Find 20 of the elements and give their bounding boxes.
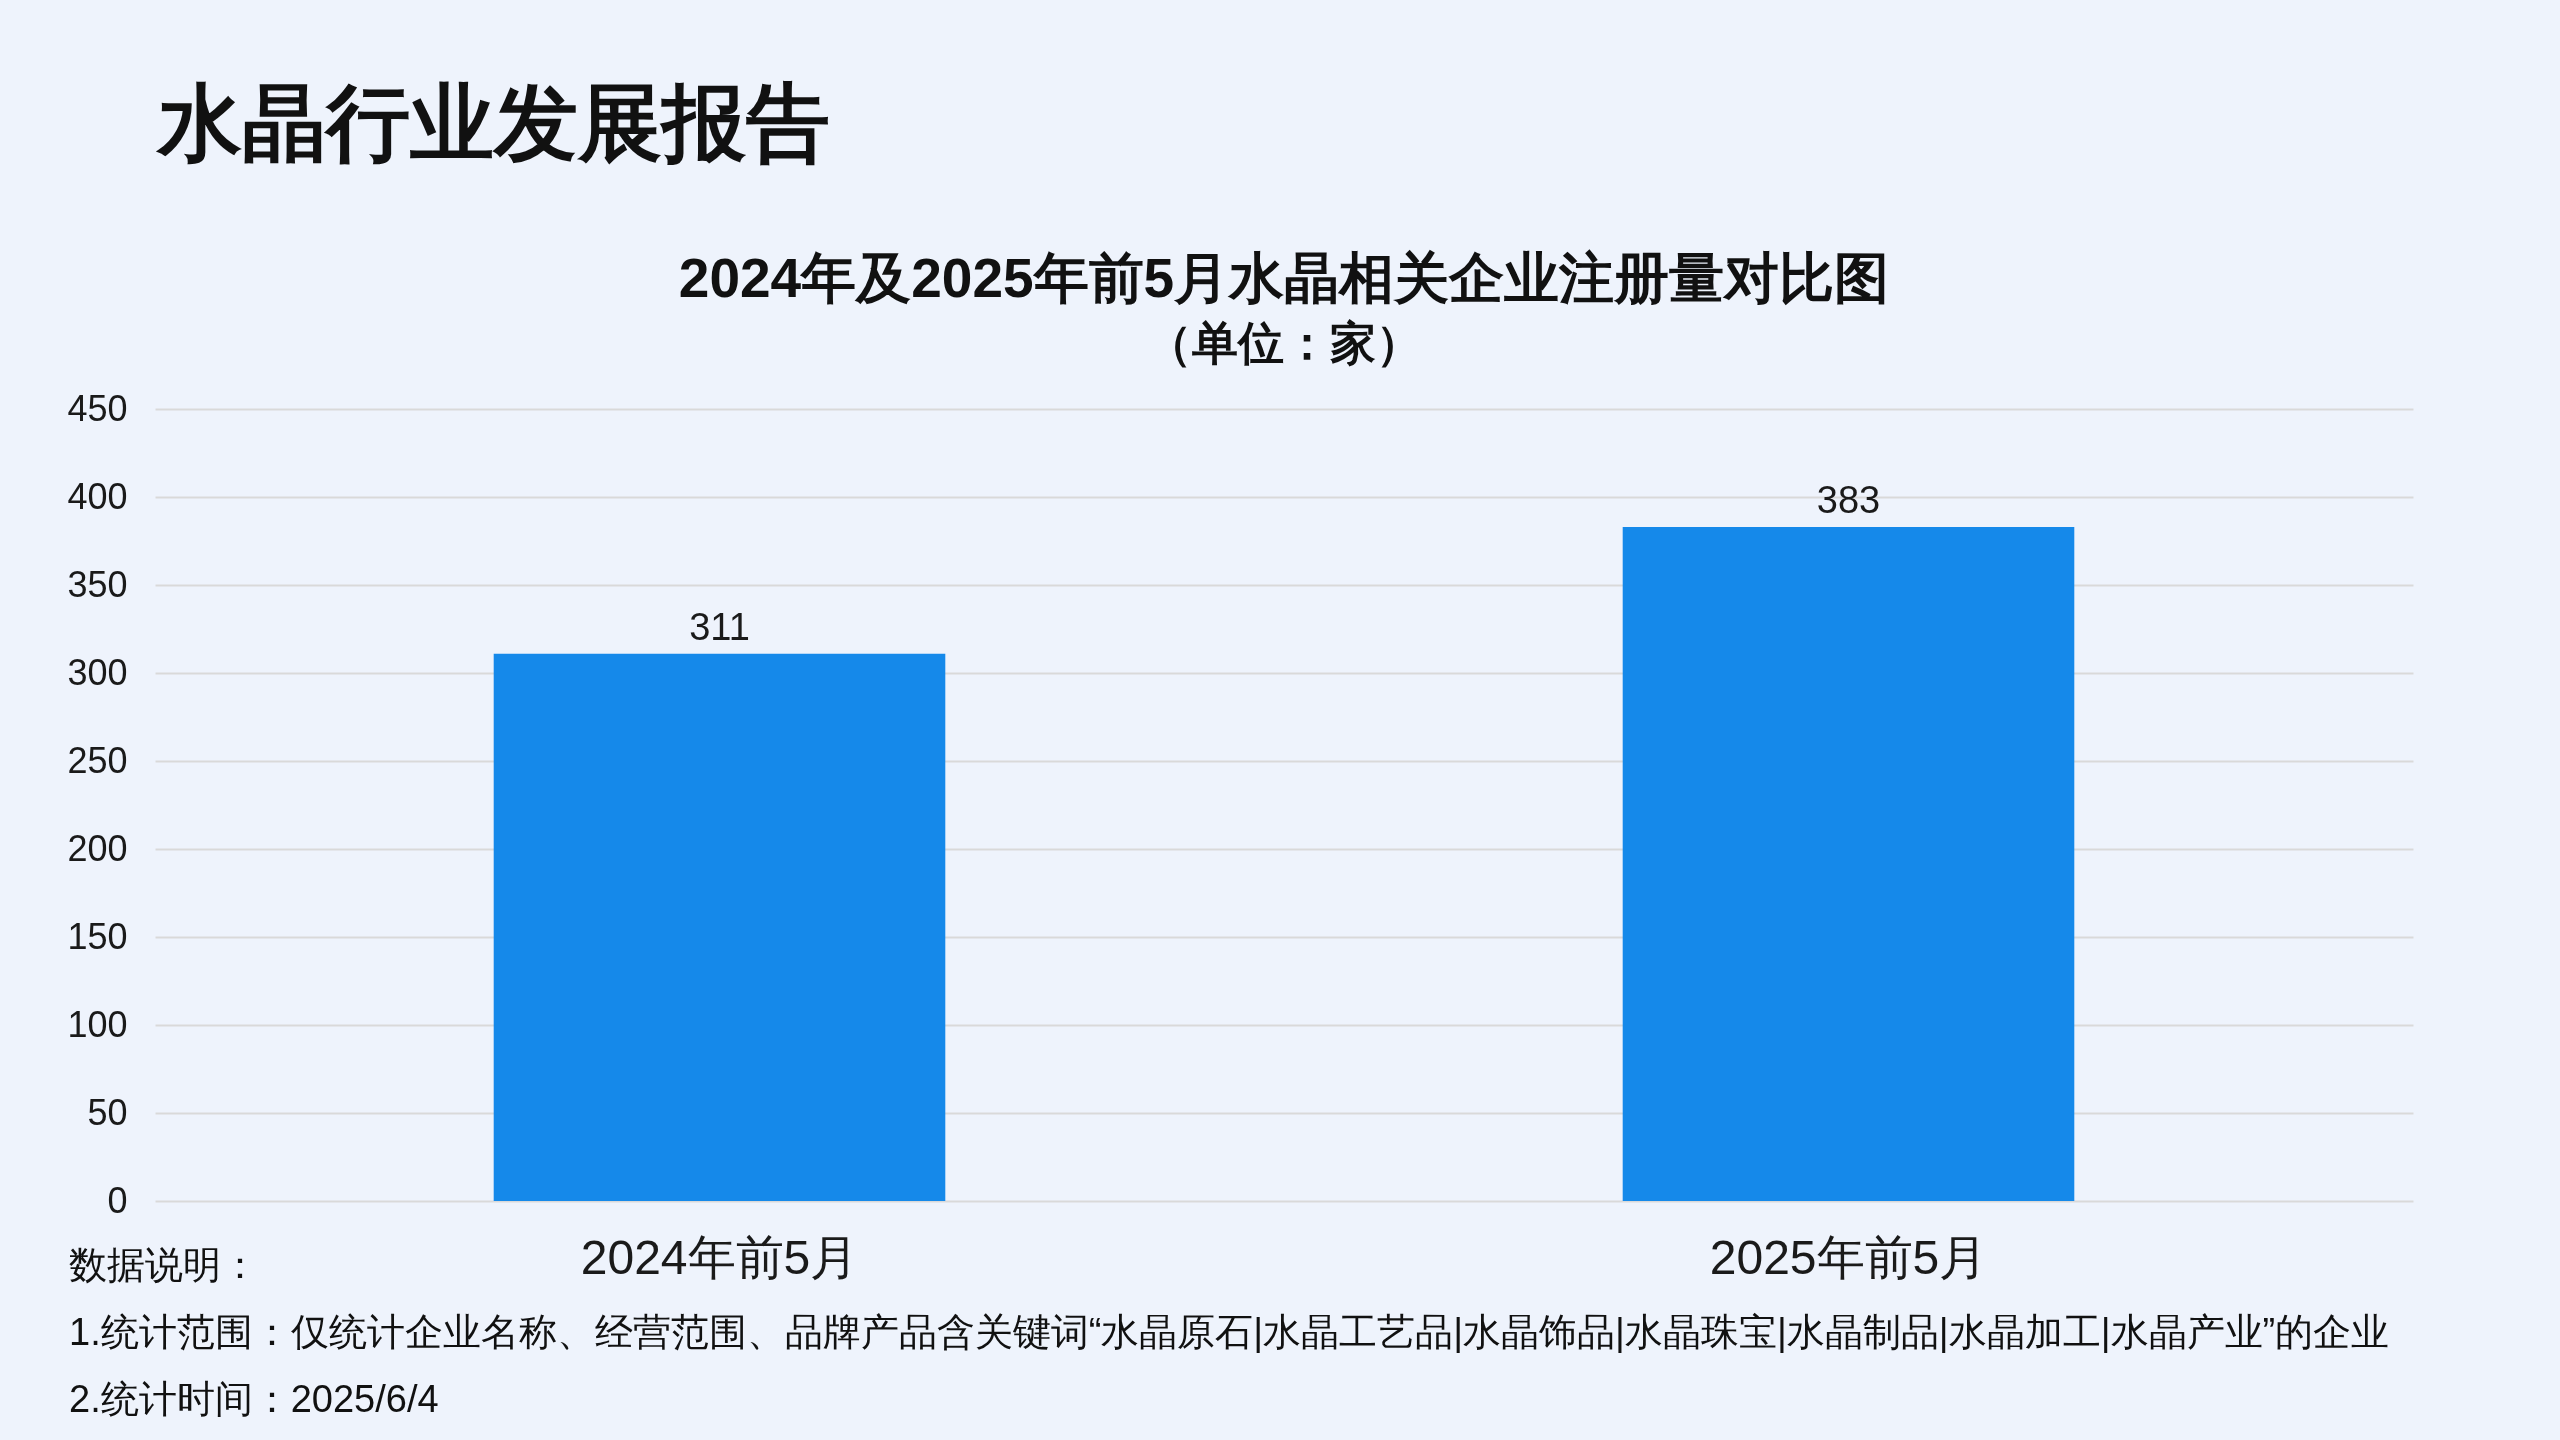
y-tick-label: 0: [107, 1179, 128, 1221]
data-label: 311: [689, 605, 750, 648]
x-tick-label: 2025年前5月: [1709, 1230, 1988, 1284]
y-tick-label: 400: [67, 475, 128, 517]
x-tick-label: 2024年前5月: [580, 1230, 859, 1284]
chart-title: 2024年及2025年前5月水晶相关企业注册量对比图: [678, 247, 1890, 309]
y-tick-label: 450: [67, 387, 128, 429]
y-tick-label: 150: [67, 915, 128, 957]
y-tick-label: 50: [87, 1091, 128, 1133]
text: 水晶行业发展报告: [155, 76, 830, 170]
text: 2.统计时间：2025/6/4: [69, 1378, 439, 1420]
data-label: 383: [1816, 478, 1881, 521]
y-tick-label: 350: [67, 563, 128, 605]
text: 1.统计范围：仅统计企业名称、经营范围、品牌产品含关键词“水晶原石|水晶工艺品|水晶饰品|水晶珠宝|水晶制品|水晶加工|水晶产业”的企业: [69, 1311, 2390, 1353]
y-tick-label: 300: [67, 651, 128, 693]
y-tick-label: 200: [67, 827, 128, 869]
y-tick-label: 100: [67, 1003, 128, 1045]
chart-subtitle: （单位：家）: [1146, 317, 1422, 369]
y-tick-label: 250: [67, 739, 128, 781]
text: 数据说明：: [69, 1244, 259, 1286]
